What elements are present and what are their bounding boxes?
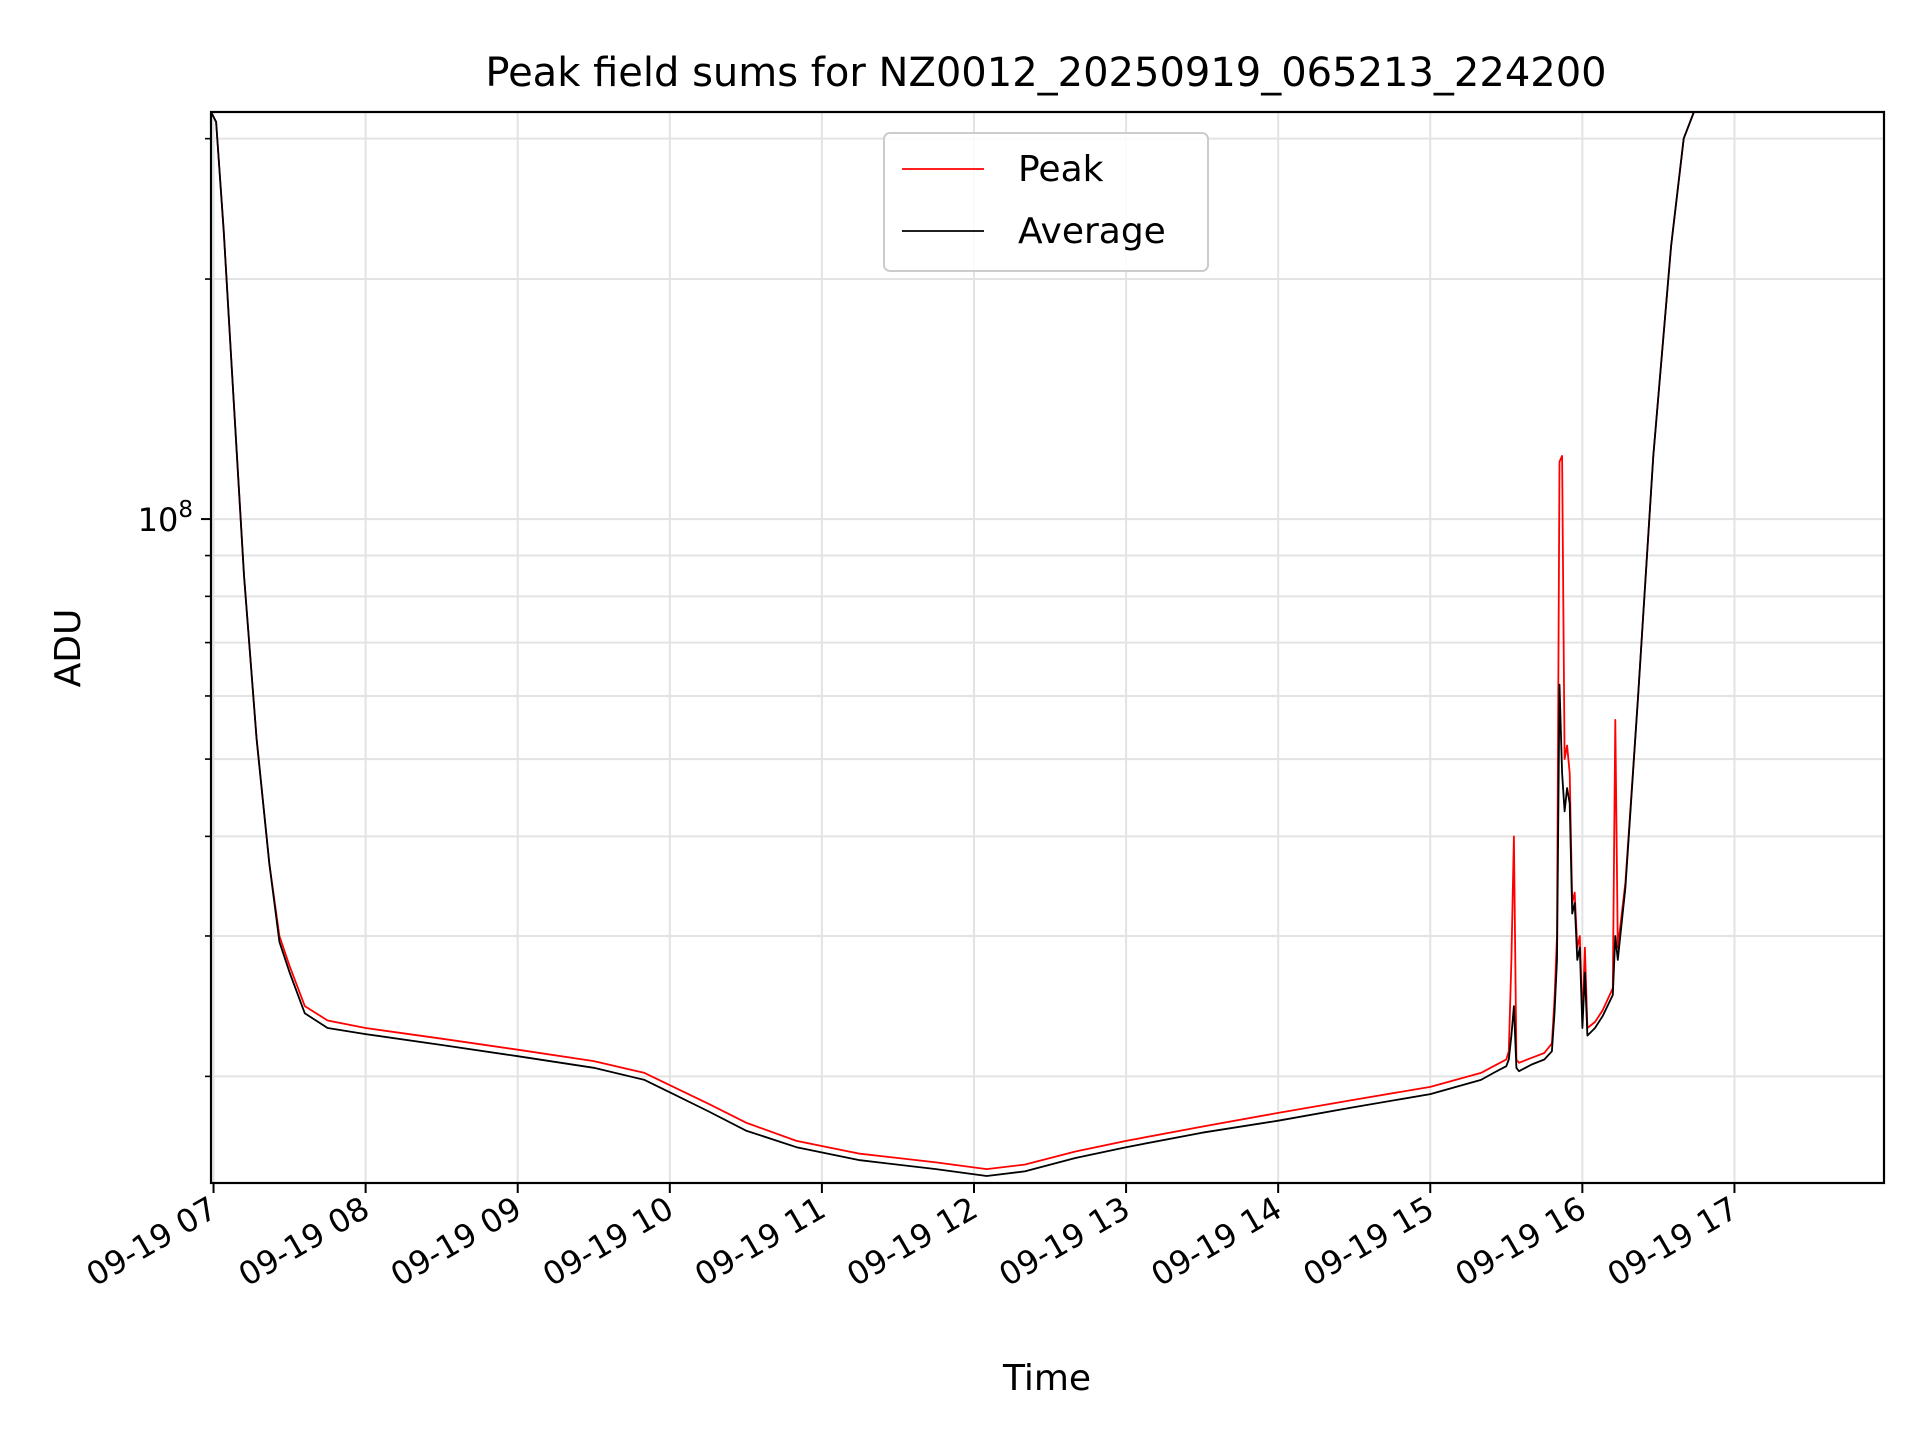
x-axis: 09-19 07 09-19 08 09-19 09 09-19 10 09-19 11… — [80, 1183, 1745, 1294]
plot-series — [211, 112, 1884, 1177]
x-tick-label: 09-19 08 — [232, 1189, 376, 1294]
y-tick-label-base: 10 — [138, 501, 179, 539]
x-tick-label: 09-19 16 — [1449, 1189, 1593, 1294]
grid-lines — [211, 112, 1884, 1183]
x-tick-label: 09-19 14 — [1145, 1189, 1289, 1294]
plot-frame — [209, 110, 1886, 1185]
x-tick-label: 09-19 12 — [840, 1189, 984, 1294]
y-axis: 108 — [138, 137, 211, 1078]
x-tick-label: 09-19 17 — [1601, 1189, 1745, 1294]
x-tick-label: 09-19 11 — [688, 1189, 832, 1294]
series-line-average — [211, 112, 1884, 1177]
x-tick-label: 09-19 09 — [384, 1189, 528, 1294]
x-tick-label: 09-19 07 — [80, 1189, 224, 1294]
x-tick-label: 09-19 13 — [992, 1189, 1136, 1294]
x-axis-label: Time — [1002, 1358, 1091, 1399]
x-tick-label: 09-19 10 — [536, 1189, 680, 1294]
y-axis-label: ADU — [48, 609, 89, 688]
chart-title: Peak field sums for NZ0012_20250919_0652… — [485, 50, 1606, 96]
y-tick-label-exponent: 8 — [178, 497, 193, 523]
legend-label-peak: Peak — [1018, 149, 1104, 190]
legend-label-average: Average — [1018, 211, 1166, 252]
legend: Peak Average — [883, 132, 1209, 272]
legend-box — [883, 132, 1209, 272]
x-tick-label: 09-19 15 — [1297, 1189, 1441, 1294]
y-tick-label: 108 — [138, 497, 193, 539]
